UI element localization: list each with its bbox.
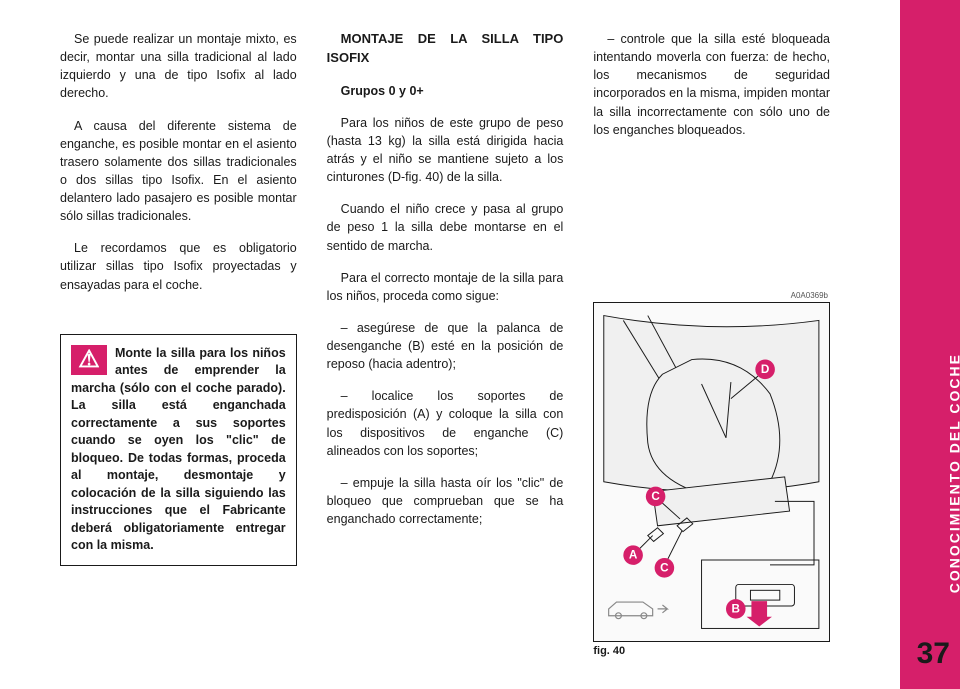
col-1: Se puede realizar un montaje mixto, es d… xyxy=(60,30,297,660)
c2-p4: – asegúrese de que la palanca de desenga… xyxy=(327,319,564,373)
content-columns: Se puede realizar un montaje mixto, es d… xyxy=(60,30,830,660)
child-seat-illustration: D C A C B xyxy=(594,303,829,641)
manual-page: Se puede realizar un montaje mixto, es d… xyxy=(0,0,960,689)
label-c-1: C xyxy=(652,490,661,503)
label-b: B xyxy=(732,602,740,615)
warning-icon: ⚠ xyxy=(71,345,107,375)
col-3: – controle que la silla esté bloqueada i… xyxy=(593,30,830,660)
c1-p2: A causa del diferente sistema de enganch… xyxy=(60,117,297,226)
label-a: A xyxy=(629,549,638,562)
page-number: 37 xyxy=(917,637,950,671)
c2-p1: Para los niños de este grupo de peso (ha… xyxy=(327,114,564,187)
figure-frame: D C A C B xyxy=(593,302,830,642)
c1-p1: Se puede realizar un montaje mixto, es d… xyxy=(60,30,297,103)
figure-code: A0A0369b xyxy=(791,290,828,302)
c3-p1: – controle que la silla esté bloqueada i… xyxy=(593,30,830,139)
c2-p5: – localice los soportes de predisposició… xyxy=(327,387,564,460)
col-2: MONTAJE DE LA SILLA TIPO ISOFIX Grupos 0… xyxy=(327,30,564,660)
warning-text: Monte la silla para los niños antes de e… xyxy=(71,346,286,553)
c2-p6: – empuje la silla hasta oír los "clic" d… xyxy=(327,474,564,528)
section-subheading: Grupos 0 y 0+ xyxy=(327,82,564,100)
figure-caption: fig. 40 xyxy=(593,644,625,660)
c1-p3: Le recordamos que es obligatorio utiliza… xyxy=(60,239,297,293)
section-heading: MONTAJE DE LA SILLA TIPO ISOFIX xyxy=(327,30,564,68)
c2-p2: Cuando el niño crece y pasa al grupo de … xyxy=(327,200,564,254)
figure-caption-row: fig. 40 xyxy=(593,644,830,660)
c2-p3: Para el correcto montaje de la silla par… xyxy=(327,269,564,305)
warning-box: ⚠ Monte la silla para los niños antes de… xyxy=(60,334,297,566)
label-c-2: C xyxy=(661,561,670,574)
side-tab-text: CONOCIMIENTO DEL COCHE xyxy=(946,353,960,593)
figure-40: A0A0369b xyxy=(593,302,830,660)
label-d: D xyxy=(761,363,769,376)
